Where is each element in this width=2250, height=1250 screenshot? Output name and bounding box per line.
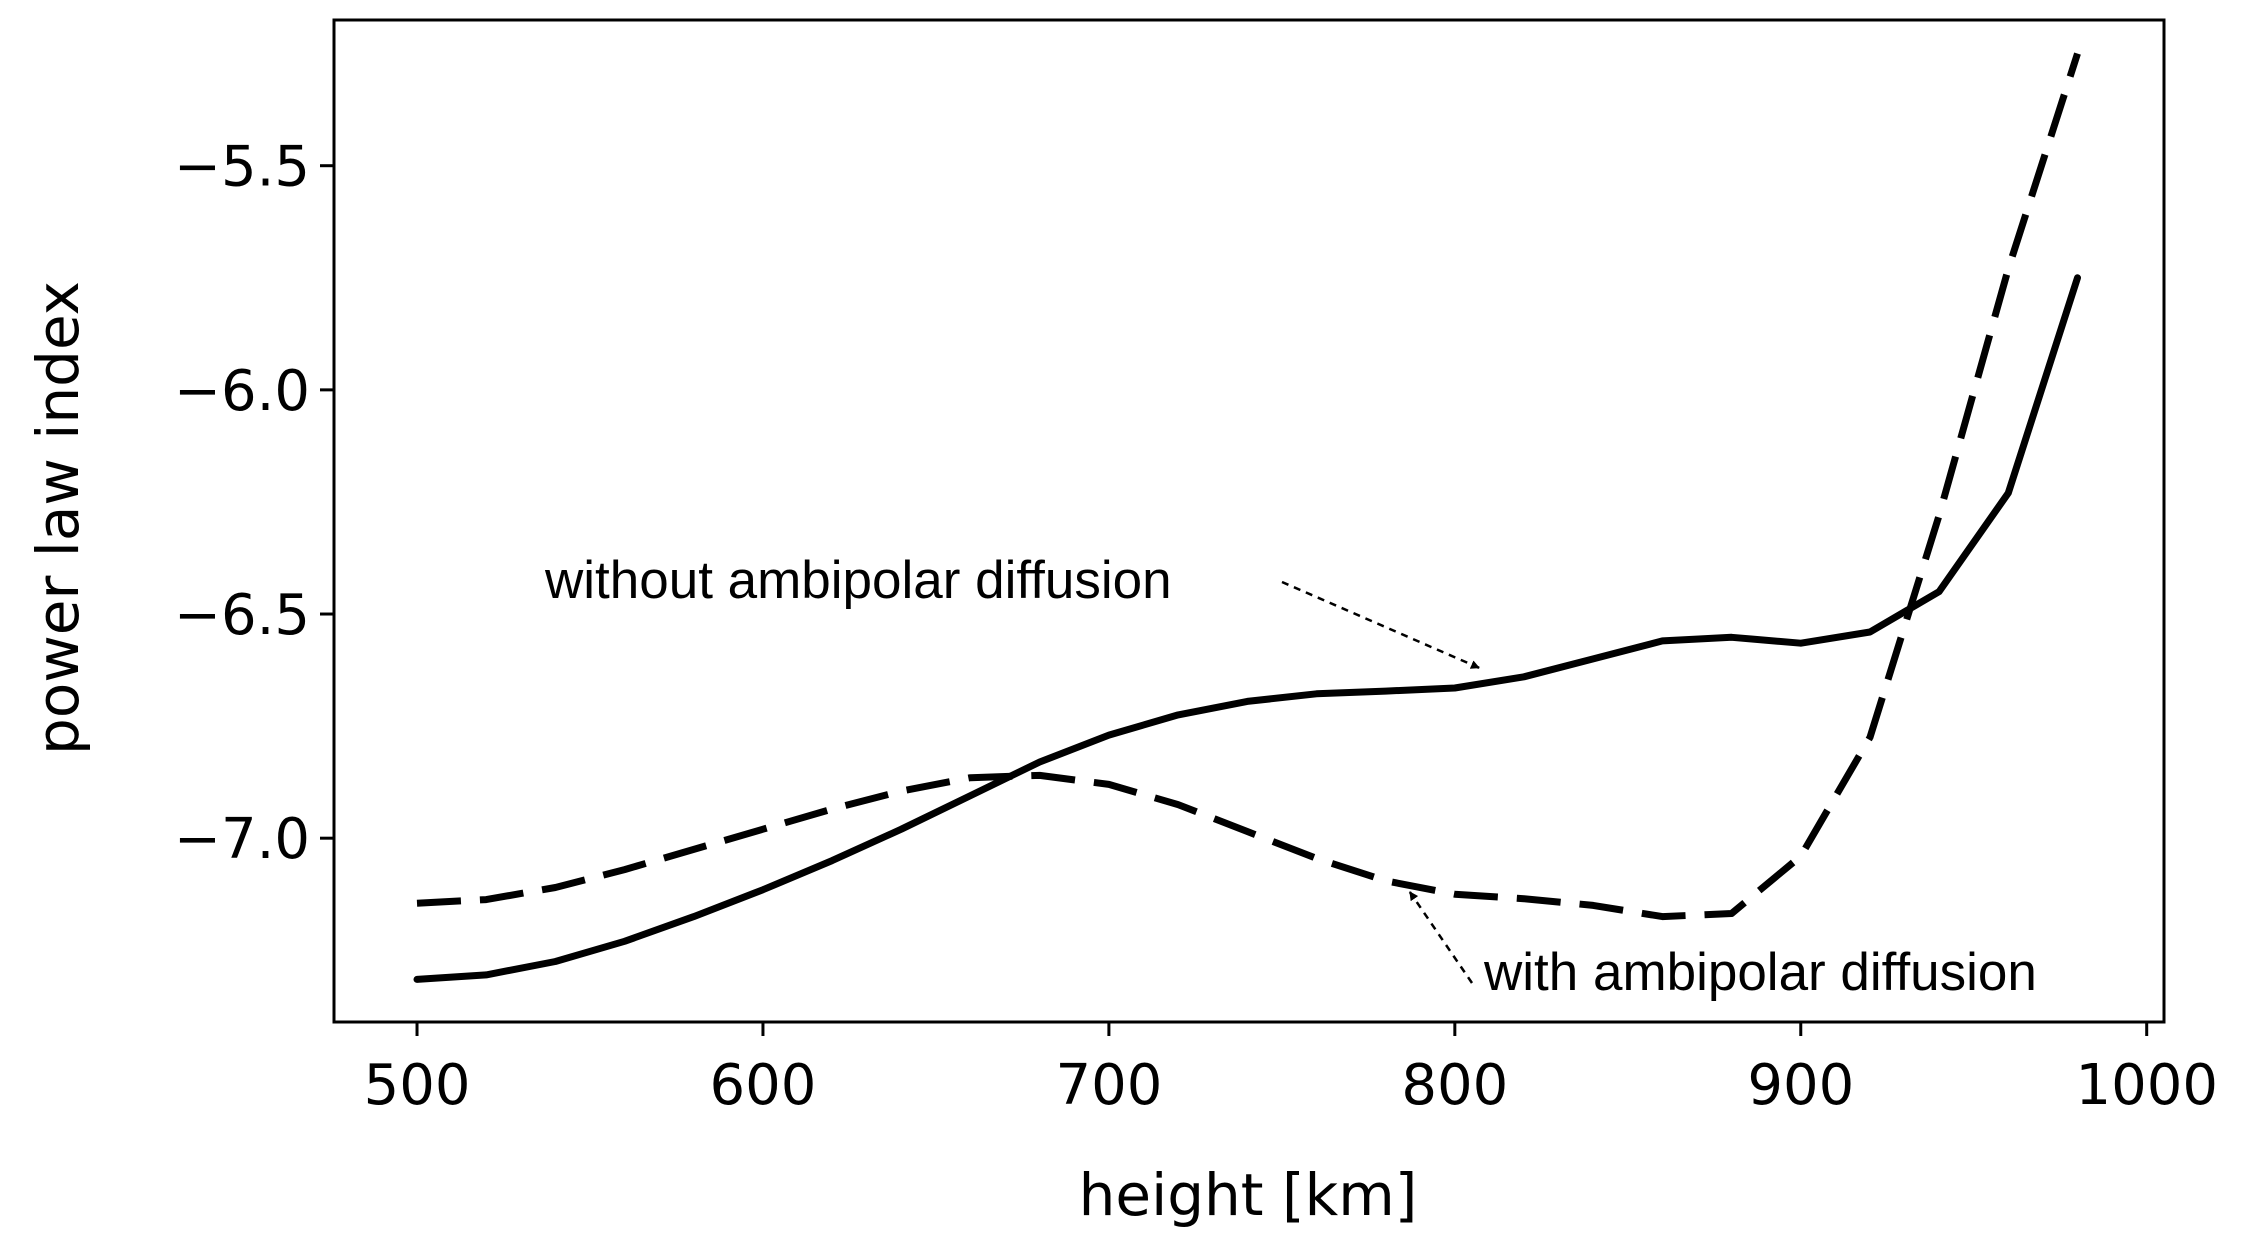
y-tick-label: −5.5 xyxy=(174,135,310,200)
y-tick-label: −7.0 xyxy=(174,807,310,872)
y-tick-label: −6.5 xyxy=(174,583,310,648)
y-axis-ticks: −5.5 −6.0 −6.5 −7.0 xyxy=(174,135,334,872)
annotation-label: without ambipolar diffusion xyxy=(544,551,1172,610)
x-tick-label: 800 xyxy=(1401,1053,1508,1118)
y-tick-label: −6.0 xyxy=(174,359,310,424)
x-tick-label: 500 xyxy=(364,1053,471,1118)
annotations-layer: without ambipolar diffusion with ambipola… xyxy=(544,551,2037,1002)
series-solid-line xyxy=(413,274,2081,983)
x-axis-ticks: 500 600 700 800 900 1000 xyxy=(364,1022,2218,1118)
x-tick-label: 1000 xyxy=(2075,1053,2218,1118)
annotation-arrow xyxy=(1281,580,1480,669)
y-axis-title: power law index xyxy=(24,281,92,755)
annotation-label: with ambipolar diffusion xyxy=(1483,943,2037,1002)
x-axis-title: height [km] xyxy=(1079,1161,1418,1229)
series-dashed-line xyxy=(416,52,2081,921)
annotation-arrow xyxy=(1408,891,1474,984)
x-tick-label: 600 xyxy=(710,1053,817,1118)
x-tick-label: 700 xyxy=(1055,1053,1162,1118)
x-tick-label: 900 xyxy=(1747,1053,1854,1118)
plot-frame xyxy=(332,18,2166,1024)
series-layer xyxy=(413,52,2081,983)
